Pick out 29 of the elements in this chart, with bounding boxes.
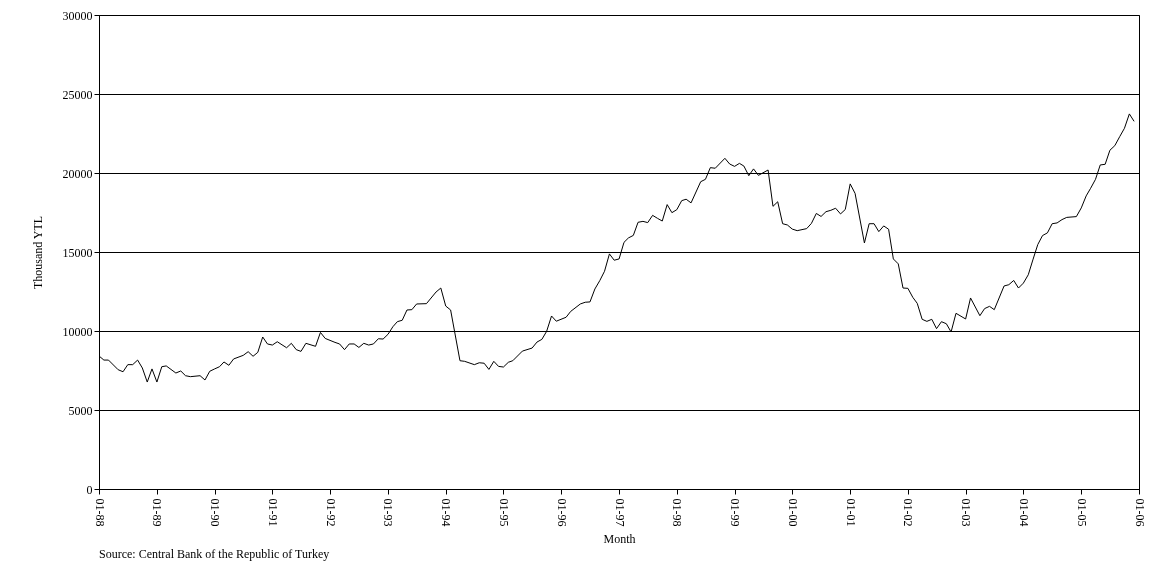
source-note: Source: Central Bank of the Republic of Turkey <box>99 547 330 561</box>
x-tick-label: 01-95 <box>496 498 511 527</box>
x-tick-label: 01-93 <box>381 498 396 527</box>
x-tick-label: 01-92 <box>323 498 338 527</box>
y-axis-title: Thousand YTL <box>30 215 45 290</box>
x-tick-label: 01-98 <box>670 498 685 527</box>
y-tick-label: 25000 <box>62 87 93 102</box>
x-tick-label: 01-88 <box>92 498 107 527</box>
x-axis-title: Month <box>603 532 636 547</box>
x-tick-label: 01-01 <box>843 498 858 527</box>
x-tick-label: 01-90 <box>208 498 223 527</box>
x-tick-label: 01-05 <box>1074 498 1089 527</box>
x-tick-label: 01-94 <box>439 498 454 527</box>
y-tick-label: 30000 <box>62 8 93 23</box>
y-tick-label: 10000 <box>62 324 93 339</box>
x-tick-label: 01-91 <box>265 498 280 527</box>
y-tick-label: 0 <box>86 482 93 497</box>
x-tick-label: 01-03 <box>959 498 974 527</box>
x-tick-label: 01-97 <box>612 498 627 527</box>
y-tick-label: 15000 <box>62 245 93 260</box>
x-tick-label: 01-04 <box>1016 498 1031 527</box>
y-tick-label: 20000 <box>62 166 93 181</box>
x-tick-label: 01-02 <box>901 498 916 527</box>
x-tick-label: 01-00 <box>785 498 800 527</box>
x-tick-label: 01-99 <box>728 498 743 527</box>
x-tick-label: 01-96 <box>554 498 569 527</box>
x-tick-label: 01-89 <box>150 498 165 527</box>
y-tick-label: 5000 <box>68 403 93 418</box>
x-tick-label: 01-06 <box>1132 498 1147 527</box>
